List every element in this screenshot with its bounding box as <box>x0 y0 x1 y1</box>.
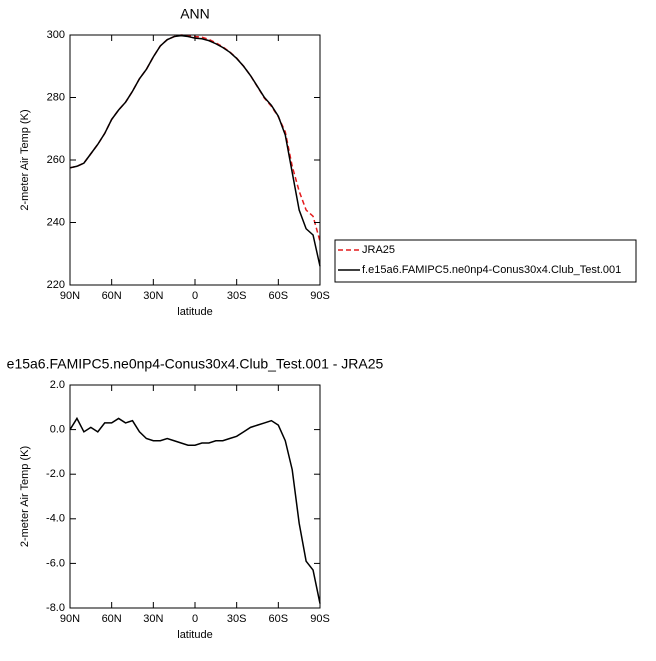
chart-title: e15a6.FAMIPC5.ne0np4-Conus30x4.Club_Test… <box>7 356 384 372</box>
data-line <box>69 34 321 242</box>
x-tick-label: 60N <box>102 290 122 302</box>
x-tick-label: 30S <box>227 613 247 625</box>
legend-label: JRA25 <box>362 244 395 256</box>
x-tick-label: 30N <box>143 613 163 625</box>
y-tick-label: 280 <box>47 91 65 103</box>
x-tick-label: 90N <box>60 290 80 302</box>
y-axis-label: 2-meter Air Temp (K) <box>19 446 31 547</box>
y-tick-label: 240 <box>47 216 65 228</box>
x-tick-label: 90S <box>310 613 330 625</box>
legend-box <box>334 239 637 283</box>
x-axis-label: latitude <box>177 629 212 641</box>
y-tick-label: 0.0 <box>50 424 65 436</box>
y-tick-label: 300 <box>47 29 65 41</box>
x-tick-label: 0 <box>192 290 198 302</box>
x-tick-label: 60N <box>102 613 122 625</box>
x-tick-label: 90N <box>60 613 80 625</box>
y-tick-label: -2.0 <box>46 468 65 480</box>
plot-frame <box>69 34 321 286</box>
x-axis-label: latitude <box>177 306 212 318</box>
data-line <box>69 34 321 267</box>
y-tick-label: -4.0 <box>46 513 65 525</box>
y-tick-label: -8.0 <box>46 602 65 614</box>
y-tick-label: -6.0 <box>46 557 65 569</box>
chart-title: ANN <box>180 6 210 22</box>
y-tick-label: 2.0 <box>50 379 65 391</box>
x-tick-label: 60S <box>269 290 289 302</box>
x-tick-label: 30S <box>227 290 247 302</box>
x-tick-label: 90S <box>310 290 330 302</box>
x-tick-label: 30N <box>143 290 163 302</box>
legend-label: f.e15a6.FAMIPC5.ne0np4-Conus30x4.Club_Te… <box>362 264 621 276</box>
x-tick-label: 60S <box>269 613 289 625</box>
y-tick-label: 260 <box>47 154 65 166</box>
y-tick-label: 220 <box>47 279 65 291</box>
x-tick-label: 0 <box>192 613 198 625</box>
y-axis-label: 2-meter Air Temp (K) <box>19 109 31 210</box>
plot-frame <box>69 384 321 609</box>
data-line <box>69 416 321 604</box>
